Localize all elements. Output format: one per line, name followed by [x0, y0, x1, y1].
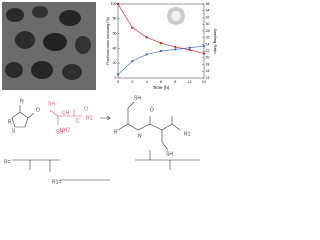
sem-image [2, 2, 96, 90]
data-point [202, 52, 206, 55]
scheme-label: NH2 [60, 127, 70, 133]
x-tick-label: 24 [202, 80, 206, 84]
y2-tick-label: 20 [206, 56, 210, 60]
scheme-label: R1= [52, 179, 61, 185]
x-tick-label: 0 [117, 80, 119, 84]
data-point [145, 36, 148, 39]
scheme-label: CH [62, 110, 70, 116]
y-tick-label: 40 [113, 46, 117, 50]
scheme-label: C [76, 118, 80, 124]
scheme-label: SH [48, 101, 55, 107]
data-point [159, 42, 163, 45]
y-tick-label: 100 [111, 2, 117, 6]
y2-tick-label: 14 [206, 76, 210, 80]
data-point [116, 73, 120, 76]
x-tick-label: 2 [131, 80, 133, 84]
series-line [117, 3, 205, 54]
y2-tick-label: 16 [206, 69, 210, 73]
y2-tick-label: 32 [206, 15, 210, 19]
data-point [159, 49, 163, 53]
x-tick-label: 12 [188, 80, 192, 84]
y2-tick-label: 34 [206, 9, 210, 13]
y-tick-label: 60 [113, 32, 117, 36]
y2-tick-label: 26 [206, 36, 210, 40]
data-point [188, 48, 191, 52]
scheme-label: S [12, 128, 16, 134]
plot-frame [117, 3, 205, 79]
inset-sample [171, 11, 181, 21]
scheme-label: O [36, 107, 40, 113]
scheme-label: SH [166, 151, 173, 157]
data-point [131, 26, 134, 29]
scheme-label: N [20, 98, 24, 104]
scheme-label: R= [4, 159, 11, 165]
data-point [131, 59, 134, 63]
y-tick-label: 80 [113, 17, 117, 21]
x-axis-label: Time (h) [153, 85, 170, 90]
scheme-label: R1 [86, 115, 93, 121]
y2-tick-label: 22 [206, 49, 210, 53]
scheme-label: N [138, 133, 142, 139]
y2-tick-label: 24 [206, 42, 210, 46]
data-point [116, 2, 120, 6]
y2-axis-label: Swelling Ratio [213, 28, 218, 54]
data-point [174, 48, 177, 51]
data-point [202, 44, 206, 48]
y2-tick-label: 18 [206, 62, 210, 66]
scheme [11, 101, 200, 181]
y2-tick-label: 30 [206, 22, 210, 26]
data-point [188, 46, 191, 49]
x-tick-label: 8 [174, 80, 176, 84]
scheme-label: O [150, 107, 154, 113]
y-tick-label: 0 [115, 76, 117, 80]
scheme-label: R1 [184, 131, 191, 137]
scheme-label: SH [56, 129, 63, 135]
x-tick-label: 4 [146, 80, 148, 84]
scheme-label: R [114, 129, 118, 135]
scheme-label: O [84, 106, 88, 112]
data-point [174, 45, 177, 49]
scheme-label: R [8, 119, 12, 125]
y2-tick-label: 36 [206, 2, 210, 6]
y-tick-label: 20 [113, 61, 117, 65]
x-tick-label: 6 [160, 80, 162, 84]
y-axis-label: Fractional mass remaining (%) [106, 17, 110, 64]
data-point [145, 53, 148, 56]
y2-tick-label: 28 [206, 29, 210, 33]
scheme-label: SH [134, 95, 141, 101]
